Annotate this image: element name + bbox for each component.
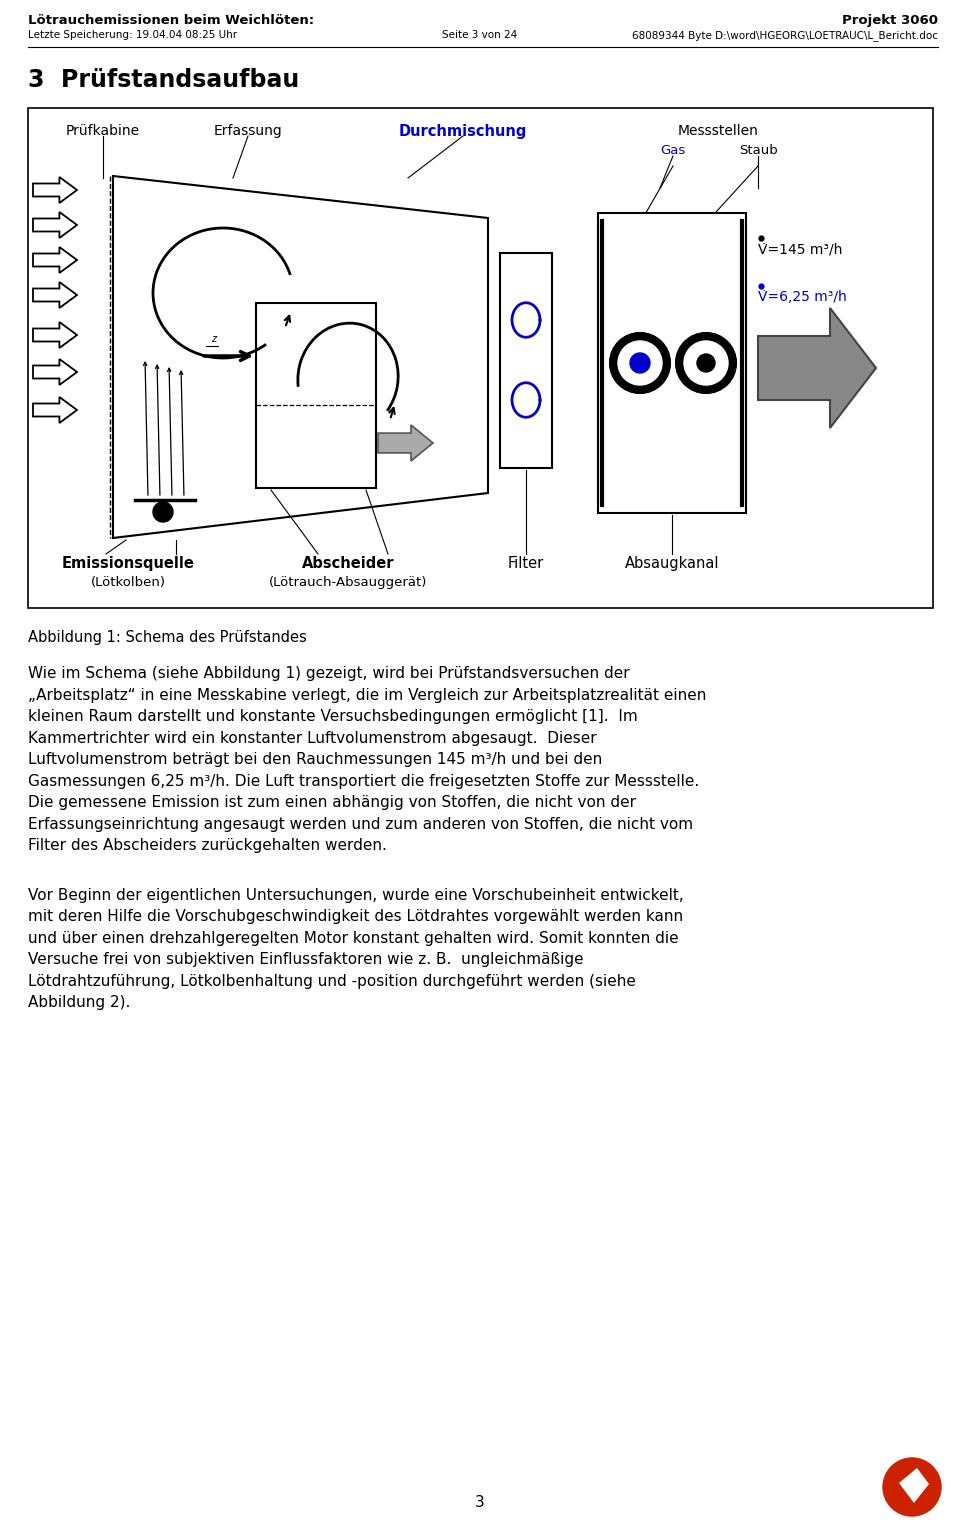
Text: Durchmischung: Durchmischung: [398, 123, 527, 139]
Text: Abbildung 1: Schema des Prüfstandes: Abbildung 1: Schema des Prüfstandes: [28, 631, 307, 646]
Text: Luftvolumenstrom beträgt bei den Rauchmessungen 145 m³/h und bei den: Luftvolumenstrom beträgt bei den Rauchme…: [28, 752, 602, 768]
Text: V̇=145 m³/h: V̇=145 m³/h: [758, 242, 842, 256]
Text: Gas: Gas: [660, 145, 685, 157]
Text: Erfassung: Erfassung: [214, 123, 282, 139]
Text: Messstellen: Messstellen: [678, 123, 758, 139]
Text: „Arbeitsplatz“ in eine Messkabine verlegt, die im Vergleich zur Arbeitsplatzreal: „Arbeitsplatz“ in eine Messkabine verleg…: [28, 687, 707, 702]
Polygon shape: [33, 282, 77, 308]
Circle shape: [630, 353, 650, 373]
Bar: [500, 253, 552, 468]
Polygon shape: [33, 359, 77, 385]
Polygon shape: [33, 398, 77, 423]
Circle shape: [618, 341, 662, 385]
Polygon shape: [33, 212, 77, 238]
Polygon shape: [33, 321, 77, 347]
Polygon shape: [113, 177, 488, 538]
Polygon shape: [899, 1468, 929, 1503]
Text: Prüfkabine: Prüfkabine: [66, 123, 140, 139]
Text: Vor Beginn der eigentlichen Untersuchungen, wurde eine Vorschubeinheit entwickel: Vor Beginn der eigentlichen Untersuchung…: [28, 888, 684, 903]
Text: Emissionsquelle: Emissionsquelle: [61, 556, 195, 571]
Text: Seite 3 von 24: Seite 3 von 24: [443, 30, 517, 40]
Circle shape: [153, 503, 173, 522]
Text: Abscheider: Abscheider: [301, 556, 395, 571]
Bar: [28, 108, 933, 608]
Polygon shape: [33, 177, 77, 203]
Circle shape: [684, 341, 728, 385]
Text: Erfassungseinrichtung angesaugt werden und zum anderen von Stoffen, die nicht vo: Erfassungseinrichtung angesaugt werden u…: [28, 816, 693, 832]
Text: Abbildung 2).: Abbildung 2).: [28, 995, 131, 1010]
Text: Filter des Abscheiders zurückgehalten werden.: Filter des Abscheiders zurückgehalten we…: [28, 838, 387, 853]
Text: Filter: Filter: [508, 556, 544, 571]
Circle shape: [697, 353, 715, 372]
Text: Wie im Schema (siehe Abbildung 1) gezeigt, wird bei Prüfstandsversuchen der: Wie im Schema (siehe Abbildung 1) gezeig…: [28, 666, 630, 681]
Text: mit deren Hilfe die Vorschubgeschwindigkeit des Lötdrahtes vorgewählt werden kan: mit deren Hilfe die Vorschubgeschwindigk…: [28, 909, 684, 924]
Text: Letzte Speicherung: 19.04.04 08:25 Uhr: Letzte Speicherung: 19.04.04 08:25 Uhr: [28, 30, 237, 40]
Circle shape: [883, 1458, 941, 1515]
Text: z: z: [211, 334, 216, 344]
Text: Lötdrahtzuführung, Lötkolbenhaltung und -position durchgeführt werden (siehe: Lötdrahtzuführung, Lötkolbenhaltung und …: [28, 973, 636, 988]
Circle shape: [610, 334, 670, 393]
Text: (Lötkolben): (Lötkolben): [90, 576, 165, 589]
Text: 3  Prüfstandsaufbau: 3 Prüfstandsaufbau: [28, 69, 300, 91]
Circle shape: [676, 334, 736, 393]
Polygon shape: [33, 247, 77, 273]
Text: und über einen drehzahlgeregelten Motor konstant gehalten wird. Somit konnten di: und über einen drehzahlgeregelten Motor …: [28, 931, 679, 946]
Text: (Lötrauch-Absauggerät): (Lötrauch-Absauggerät): [269, 576, 427, 589]
Bar: [598, 213, 746, 513]
Text: Kammertrichter wird ein konstanter Luftvolumenstrom abgesaugt.  Dieser: Kammertrichter wird ein konstanter Luftv…: [28, 731, 596, 745]
Text: Lötrauchemissionen beim Weichlöten:: Lötrauchemissionen beim Weichlöten:: [28, 14, 314, 27]
Text: 68089344 Byte D:\word\HGEORG\LOETRAUC\L_Bericht.doc: 68089344 Byte D:\word\HGEORG\LOETRAUC\L_…: [632, 30, 938, 41]
Polygon shape: [378, 425, 433, 461]
Text: kleinen Raum darstellt und konstante Versuchsbedingungen ermöglicht [1].  Im: kleinen Raum darstellt und konstante Ver…: [28, 710, 637, 723]
Text: Staub: Staub: [738, 145, 778, 157]
Text: Projekt 3060: Projekt 3060: [842, 14, 938, 27]
Text: Versuche frei von subjektiven Einflussfaktoren wie z. B.  ungleichmäßige: Versuche frei von subjektiven Einflussfa…: [28, 952, 584, 967]
Polygon shape: [758, 308, 876, 428]
Text: Gasmessungen 6,25 m³/h. Die Luft transportiert die freigesetzten Stoffe zur Mess: Gasmessungen 6,25 m³/h. Die Luft transpo…: [28, 774, 699, 789]
Text: Die gemessene Emission ist zum einen abhängig von Stoffen, die nicht von der: Die gemessene Emission ist zum einen abh…: [28, 795, 636, 810]
Text: 3: 3: [475, 1496, 485, 1509]
Text: Absaugkanal: Absaugkanal: [625, 556, 719, 571]
Bar: [256, 303, 376, 487]
Text: V̇=6,25 m³/h: V̇=6,25 m³/h: [758, 289, 847, 305]
